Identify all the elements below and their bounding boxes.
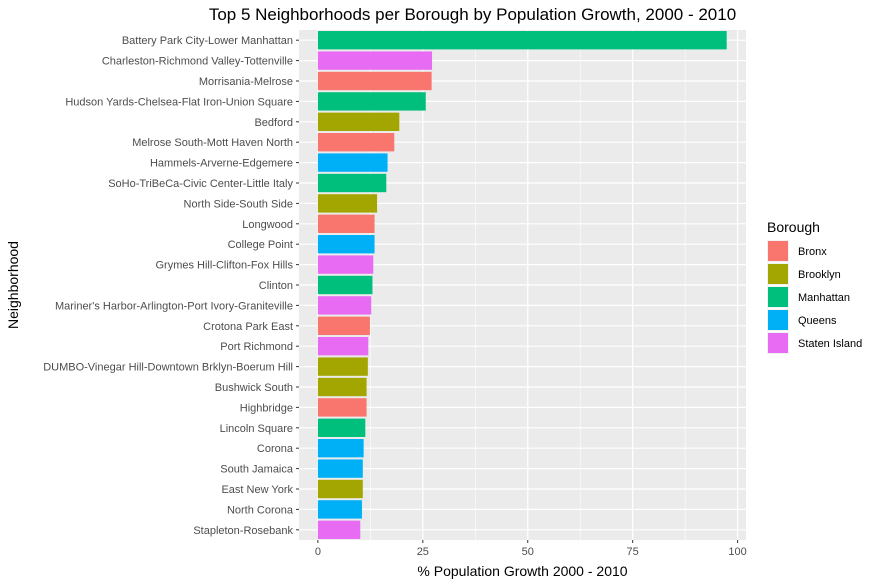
y-tick-label: Mariner's Harbor-Arlington-Port Ivory-Gr… [55,300,293,312]
legend: Borough Bronx Brooklyn Manhattan Queens Stat… [767,219,862,354]
bar-lincoln-square [317,418,366,437]
y-tick-label: DUMBO-Vinegar Hill-Downtown Brklyn-Boeru… [43,362,293,374]
bar-bushwick-south [317,377,367,397]
y-tick-label: Clinton [259,280,293,292]
legend-swatch-staten-island [768,333,788,353]
y-tick-label: Corona [257,443,294,455]
bar-corona [317,439,364,458]
legend-label-queens: Queens [798,315,837,327]
legend-swatch-bronx [768,241,788,261]
legend-label-bronx: Bronx [798,246,827,258]
y-tick-label: SoHo-TriBeCa-Civic Center-Little Italy [108,178,293,190]
bar-hudson-yards-chelsea-flat-iron-union-square [317,92,426,111]
x-tick-label: 0 [315,546,321,558]
bar-battery-park-city-lower-manhattan [317,31,727,50]
y-tick-label: College Point [228,239,293,251]
bar-grymes-hill-clifton-fox-hills [317,255,374,274]
bar-hammels-arverne-edgemere [317,153,388,172]
y-tick-label: Crotona Park East [203,321,293,333]
x-tick-label: 25 [417,546,429,558]
y-tick-label: Battery Park City-Lower Manhattan [122,35,293,47]
bar-east-new-york [317,479,363,499]
legend-label-staten-island: Staten Island [798,338,862,350]
x-axis-ticks: 0 25 50 75 100 [315,540,747,558]
bars [317,31,727,539]
x-tick-label: 100 [728,546,746,558]
bar-bedford [317,112,400,131]
y-tick-label: Stapleton-Rosebank [193,525,293,537]
bar-south-jamaica [317,459,363,478]
bar-soho-tribeca-civic-center-little-italy [317,173,387,193]
y-tick-label: South Jamaica [220,464,294,476]
bar-north-side-south-side [317,194,378,213]
x-axis-title: % Population Growth 2000 - 2010 [417,563,627,579]
y-tick-label: North Corona [227,504,294,516]
y-tick-label: East New York [221,484,293,496]
bar-clinton [317,275,373,295]
bar-longwood [317,214,375,233]
y-tick-label: Lincoln Square [220,423,293,435]
y-tick-label: Port Richmond [220,341,293,353]
x-tick-label: 75 [627,546,639,558]
bar-college-point [317,235,375,254]
chart-title: Top 5 Neighborhoods per Borough by Popul… [209,5,736,24]
bar-stapleton-rosebank [317,520,361,539]
y-tick-label: Bushwick South [215,382,293,394]
bar-morrisania-melrose [317,71,432,91]
y-tick-label: Bedford [254,117,293,129]
y-tick-label: Highbridge [240,402,293,414]
y-axis-title: Neighborhood [5,241,21,329]
bar-port-richmond [317,337,369,356]
y-tick-label: Grymes Hill-Clifton-Fox Hills [155,260,293,272]
y-tick-label: North Side-South Side [184,198,293,210]
y-tick-label: Hammels-Arverne-Edgemere [150,158,293,170]
legend-label-manhattan: Manhattan [798,292,850,304]
bar-mariner-s-harbor-arlington-port-ivory-graniteville [317,296,372,315]
legend-swatch-queens [768,310,788,330]
bar-north-corona [317,500,362,519]
bar-dumbo-vinegar-hill-downtown-brklyn-boerum-hill [317,357,368,376]
x-tick-label: 50 [522,546,534,558]
bar-charleston-richmond-valley-tottenville [317,51,433,70]
legend-title: Borough [767,219,820,235]
legend-swatch-brooklyn [768,264,788,284]
bar-crotona-park-east [317,316,370,335]
bar-melrose-south-mott-haven-north [317,133,395,152]
y-axis-tick-labels: Battery Park City-Lower Manhattan Charles… [43,35,299,537]
legend-label-brooklyn: Brooklyn [798,269,841,281]
y-tick-label: Longwood [242,219,293,231]
y-tick-label: Morrisania-Melrose [199,76,293,88]
y-tick-label: Charleston-Richmond Valley-Tottenville [102,56,293,68]
y-tick-label: Hudson Yards-Chelsea-Flat Iron-Union Squ… [65,96,293,108]
legend-swatch-manhattan [768,287,788,307]
bar-highbridge [317,398,367,417]
y-tick-label: Melrose South-Mott Haven North [132,137,293,149]
